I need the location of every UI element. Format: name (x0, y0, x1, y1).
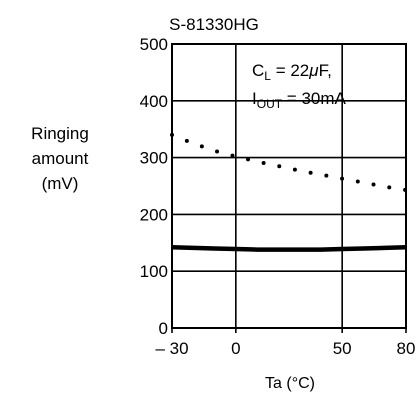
x-tick-label-2: 50 (333, 339, 352, 358)
series-solid (171, 245, 407, 252)
y-tick-label-5: 500 (140, 35, 168, 54)
series-dotted (170, 132, 408, 192)
y-tick-label-4: 400 (140, 92, 168, 111)
grid-lines (172, 44, 406, 328)
y-tick-label-3: 300 (140, 149, 168, 168)
y-axis-label-line-1: Ringing (31, 124, 89, 143)
plot-frame (171, 43, 407, 333)
y-tick-label-2: 200 (140, 205, 168, 224)
series-line-0 (170, 132, 408, 192)
series-line-1 (171, 245, 407, 252)
annotation: CL = 22μF, IOUT = 30mA (252, 61, 347, 111)
x-tick-label-1: 0 (231, 339, 240, 358)
x-tick-label-0: – 30 (155, 339, 188, 358)
chart-title: S-81330HG (169, 15, 259, 34)
plot-border (171, 43, 407, 329)
x-axis-label: Ta (°C) (265, 375, 315, 392)
y-tick-labels: 0 100 200 300 400 500 (140, 35, 168, 338)
x-tick-labels: – 30 0 50 80 (155, 339, 415, 358)
y-tick-label-1: 100 (140, 262, 168, 281)
x-tick-label-3: 80 (397, 339, 416, 358)
annotation-line-1: CL = 22μF, (252, 61, 332, 83)
y-tick-label-0: 0 (159, 319, 168, 338)
annotation-line-2: IOUT = 30mA (252, 89, 347, 111)
y-axis-label-line-3: (mV) (42, 174, 79, 193)
y-axis-label-line-2: amount (32, 149, 89, 168)
